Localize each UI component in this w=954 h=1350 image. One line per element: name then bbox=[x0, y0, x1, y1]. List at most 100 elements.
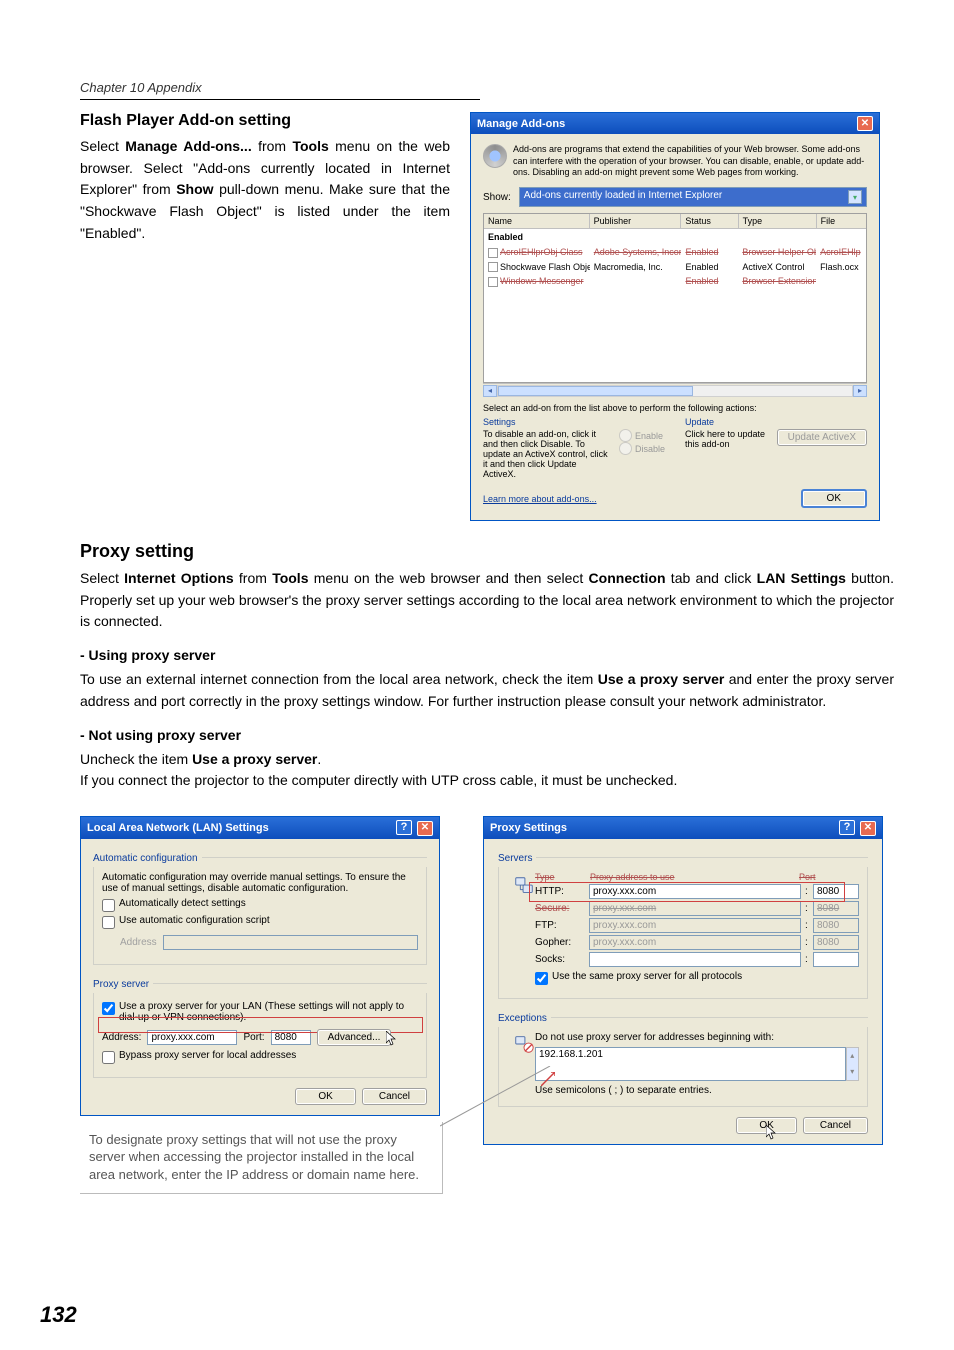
auto-script-checkbox[interactable] bbox=[102, 916, 115, 929]
cell: Adobe Systems, Incorpor... bbox=[590, 246, 682, 259]
text: from bbox=[252, 138, 293, 154]
col-name[interactable]: Name bbox=[484, 214, 590, 228]
cell: Enabled bbox=[681, 261, 738, 274]
text-bold: Show bbox=[176, 181, 213, 197]
cell: Macromedia, Inc. bbox=[590, 261, 682, 274]
port-label: Port: bbox=[243, 1032, 264, 1043]
text: Select bbox=[80, 138, 125, 154]
row-label: HTTP: bbox=[535, 886, 585, 897]
proxy-port-input[interactable] bbox=[271, 1030, 311, 1045]
table-row[interactable]: Shockwave Flash Object Macromedia, Inc. … bbox=[484, 260, 866, 275]
scroll-thumb[interactable] bbox=[498, 386, 693, 396]
update-activex-button[interactable]: Update ActiveX bbox=[777, 429, 867, 446]
v-scrollbar[interactable]: ▴ ▾ bbox=[846, 1047, 859, 1081]
h-scrollbar[interactable]: ◂ ▸ bbox=[483, 383, 867, 397]
show-label: Show: bbox=[483, 192, 511, 203]
table-row[interactable]: Windows Messenger Enabled Browser Extens… bbox=[484, 274, 866, 289]
addon-icon bbox=[488, 262, 498, 272]
advanced-button[interactable]: Advanced... bbox=[317, 1029, 392, 1046]
enable-radio[interactable] bbox=[619, 429, 632, 442]
text-bold: Connection bbox=[589, 570, 666, 586]
auto-detect-checkbox[interactable] bbox=[102, 899, 115, 912]
gopher-port-input[interactable] bbox=[813, 935, 859, 950]
ok-button[interactable]: OK bbox=[801, 489, 867, 508]
radio-label: Enable bbox=[635, 431, 663, 441]
proxy-section-title: Proxy setting bbox=[80, 541, 894, 562]
col-publisher[interactable]: Publisher bbox=[590, 214, 682, 228]
text: To use an external internet connection f… bbox=[80, 671, 598, 687]
close-icon[interactable]: ✕ bbox=[860, 821, 876, 836]
using-proxy-text: To use an external internet connection f… bbox=[80, 669, 894, 712]
use-proxy-checkbox[interactable] bbox=[102, 1002, 115, 1015]
scroll-left-icon[interactable]: ◂ bbox=[483, 385, 497, 397]
text: . bbox=[317, 751, 321, 767]
checkbox-label: Use automatic configuration script bbox=[119, 915, 270, 926]
gopher-address-input[interactable] bbox=[589, 935, 801, 950]
instruction-text: Select an add-on from the list above to … bbox=[483, 403, 867, 413]
disable-radio[interactable] bbox=[619, 442, 632, 455]
group-auto-config: Automatic configuration bbox=[93, 853, 202, 864]
page-number: 132 bbox=[40, 1302, 77, 1328]
notusing-proxy-heading: - Not using proxy server bbox=[80, 727, 894, 743]
flash-section-title: Flash Player Add-on setting bbox=[80, 112, 450, 130]
cell: AcroIEHlprObj Class bbox=[500, 247, 583, 257]
group-exceptions: Exceptions bbox=[498, 1013, 551, 1024]
learn-more-link[interactable]: Learn more about add-ons... bbox=[483, 494, 597, 504]
close-icon[interactable]: ✕ bbox=[857, 116, 873, 131]
ok-button[interactable]: OK bbox=[736, 1117, 796, 1134]
cell bbox=[590, 275, 682, 288]
group-servers: Servers bbox=[498, 853, 536, 864]
ok-button[interactable]: OK bbox=[295, 1088, 355, 1105]
cell bbox=[816, 275, 866, 288]
cell: Browser Helper Object bbox=[738, 246, 816, 259]
col-type[interactable]: Type bbox=[739, 214, 817, 228]
addon-table: Name Publisher Status Type File Enabled … bbox=[483, 213, 867, 383]
help-icon[interactable]: ? bbox=[396, 820, 412, 835]
cell: Enabled bbox=[681, 246, 738, 259]
script-address-input[interactable] bbox=[163, 935, 418, 950]
text: from bbox=[234, 570, 273, 586]
exceptions-textarea[interactable] bbox=[535, 1047, 846, 1081]
cell: Windows Messenger bbox=[500, 276, 584, 286]
cell: Browser Extension bbox=[738, 275, 816, 288]
table-header: Name Publisher Status Type File bbox=[484, 214, 866, 229]
hdr-port: Port bbox=[799, 872, 859, 882]
table-row[interactable]: AcroIEHlprObj Class Adobe Systems, Incor… bbox=[484, 245, 866, 260]
ftp-address-input[interactable] bbox=[589, 918, 801, 933]
cancel-button[interactable]: Cancel bbox=[362, 1088, 427, 1105]
addon-icon bbox=[488, 248, 498, 258]
chevron-down-icon[interactable]: ▾ bbox=[848, 190, 862, 204]
scroll-track[interactable] bbox=[497, 385, 853, 397]
same-proxy-checkbox[interactable] bbox=[535, 972, 548, 985]
scroll-down-icon[interactable]: ▾ bbox=[847, 1064, 858, 1080]
secure-address-input[interactable] bbox=[589, 901, 801, 916]
bypass-checkbox[interactable] bbox=[102, 1051, 115, 1064]
close-icon[interactable]: ✕ bbox=[417, 821, 433, 836]
show-select[interactable]: Add-ons currently loaded in Internet Exp… bbox=[519, 187, 867, 207]
scroll-right-icon[interactable]: ▸ bbox=[853, 385, 867, 397]
update-desc: Click here to update this add-on bbox=[685, 429, 771, 449]
checkbox-label: Use a proxy server for your LAN (These s… bbox=[119, 1001, 418, 1023]
notusing-p1: Uncheck the item Use a proxy server. bbox=[80, 749, 894, 771]
text: menu on the web browser and then select bbox=[308, 570, 588, 586]
auto-config-desc: Automatic configuration may override man… bbox=[102, 872, 418, 894]
cancel-button[interactable]: Cancel bbox=[803, 1117, 868, 1134]
manage-addons-dialog: Manage Add-ons ✕ Add-ons are programs th… bbox=[470, 112, 880, 521]
secure-port-input[interactable] bbox=[813, 901, 859, 916]
cell: AcroIEHlp bbox=[816, 246, 866, 259]
text-bold: Use a proxy server bbox=[598, 671, 725, 687]
socks-port-input[interactable] bbox=[813, 952, 859, 967]
radio-label: Disable bbox=[635, 444, 665, 454]
cell: Shockwave Flash Object bbox=[500, 262, 590, 272]
ftp-port-input[interactable] bbox=[813, 918, 859, 933]
help-icon[interactable]: ? bbox=[839, 820, 855, 835]
col-status[interactable]: Status bbox=[681, 214, 738, 228]
scroll-up-icon[interactable]: ▴ bbox=[847, 1048, 858, 1064]
proxy-address-input[interactable] bbox=[147, 1030, 237, 1045]
socks-address-input[interactable] bbox=[589, 952, 801, 967]
http-address-input[interactable] bbox=[589, 884, 801, 899]
http-port-input[interactable] bbox=[813, 884, 859, 899]
proxy-settings-dialog: Proxy Settings ? ✕ Servers Type Prox bbox=[483, 816, 883, 1145]
text-bold: Manage Add-ons... bbox=[125, 138, 251, 154]
col-file[interactable]: File bbox=[817, 214, 866, 228]
